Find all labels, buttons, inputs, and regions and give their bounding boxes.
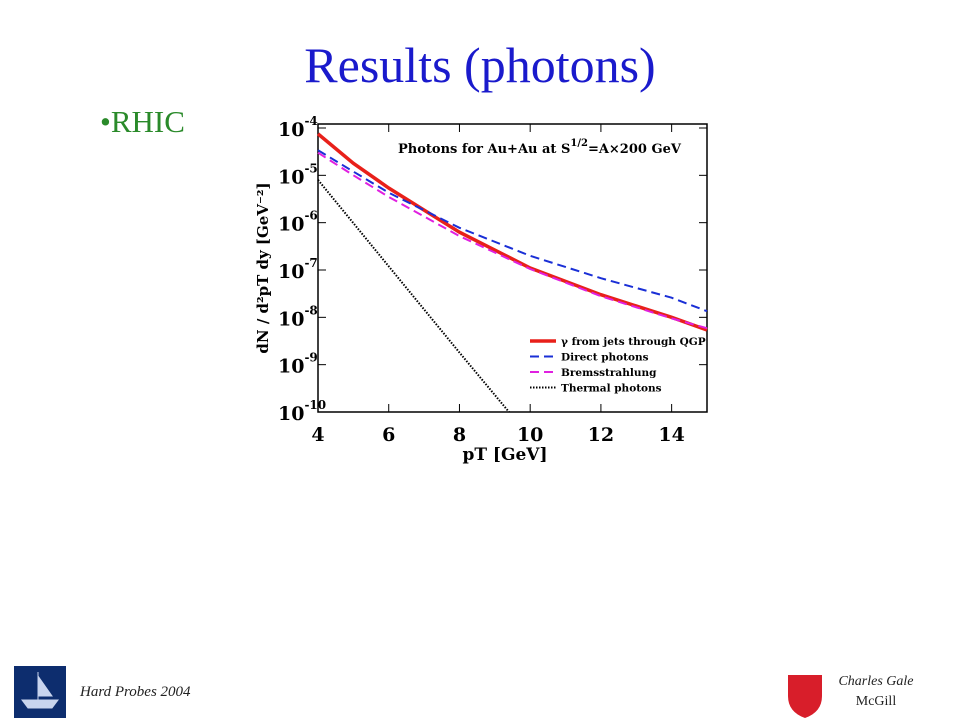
y-tick-label: 10-7 — [278, 256, 318, 283]
tick-base: 10 — [278, 214, 304, 236]
series-line — [317, 151, 708, 330]
bullet: •RHIC — [100, 104, 185, 139]
plot-frame — [317, 123, 708, 413]
y-tick-label: 10-5 — [278, 161, 318, 188]
legend-label: Direct photons — [561, 352, 649, 364]
title-part: Photons for Au+Au at S — [398, 142, 570, 157]
legend-label: Bremsstrahlung — [561, 367, 657, 379]
tick-base: 10 — [278, 356, 304, 378]
mcgill-shield — [788, 675, 822, 718]
footer-event: Hard Probes 2004 — [79, 684, 191, 700]
y-axis-label: dN / d²pT dy [GeV⁻²] — [254, 182, 272, 353]
tick-exponent: -6 — [304, 209, 317, 223]
legend-label: Thermal photons — [561, 383, 662, 395]
series-line — [316, 132, 708, 332]
tick-exponent: -7 — [304, 256, 317, 270]
tick-exponent: -9 — [304, 351, 317, 365]
tick-exponent: -10 — [304, 398, 326, 412]
series-line — [317, 149, 708, 313]
x-tick-label: 6 — [382, 424, 395, 446]
tick-base: 10 — [278, 308, 304, 330]
tick-exponent: -4 — [304, 114, 317, 128]
x-tick-label: 14 — [658, 424, 684, 446]
title-sup: 1/2 — [570, 138, 588, 149]
y-tick-label: 10-6 — [278, 209, 318, 236]
x-tick-label: 4 — [311, 424, 324, 446]
footer-author: Charles Gale — [838, 674, 913, 689]
tick-exponent: -8 — [304, 303, 317, 317]
series-line — [317, 179, 510, 413]
legend-label: γ from jets through QGP — [561, 336, 706, 348]
slide-title: Results (photons) — [304, 37, 655, 93]
x-tick-label: 12 — [588, 424, 614, 446]
y-tick-label: 10-10 — [278, 398, 326, 425]
y-tick-label: 10-9 — [278, 351, 318, 378]
ship-icon — [21, 672, 59, 709]
x-tick-label: 8 — [453, 424, 466, 446]
title-part: =A×200 GeV — [588, 142, 682, 157]
plot: 10-410-510-610-710-810-910-104 6 8 10 12 14γ … — [278, 114, 708, 446]
y-tick-label: 10-4 — [278, 114, 318, 141]
tick-base: 10 — [278, 403, 304, 425]
tick-base: 10 — [278, 119, 304, 141]
y-tick-label: 10-8 — [278, 303, 318, 330]
footer-affiliation: McGill — [856, 694, 897, 709]
tick-base: 10 — [278, 166, 304, 188]
chart-title: Photons for Au+Au at S1/2=A×200 GeV — [398, 138, 682, 157]
tick-exponent: -5 — [304, 161, 317, 175]
x-axis-label: pT [GeV] — [462, 445, 547, 465]
x-tick-label: 10 — [517, 424, 543, 446]
tick-base: 10 — [278, 261, 304, 283]
